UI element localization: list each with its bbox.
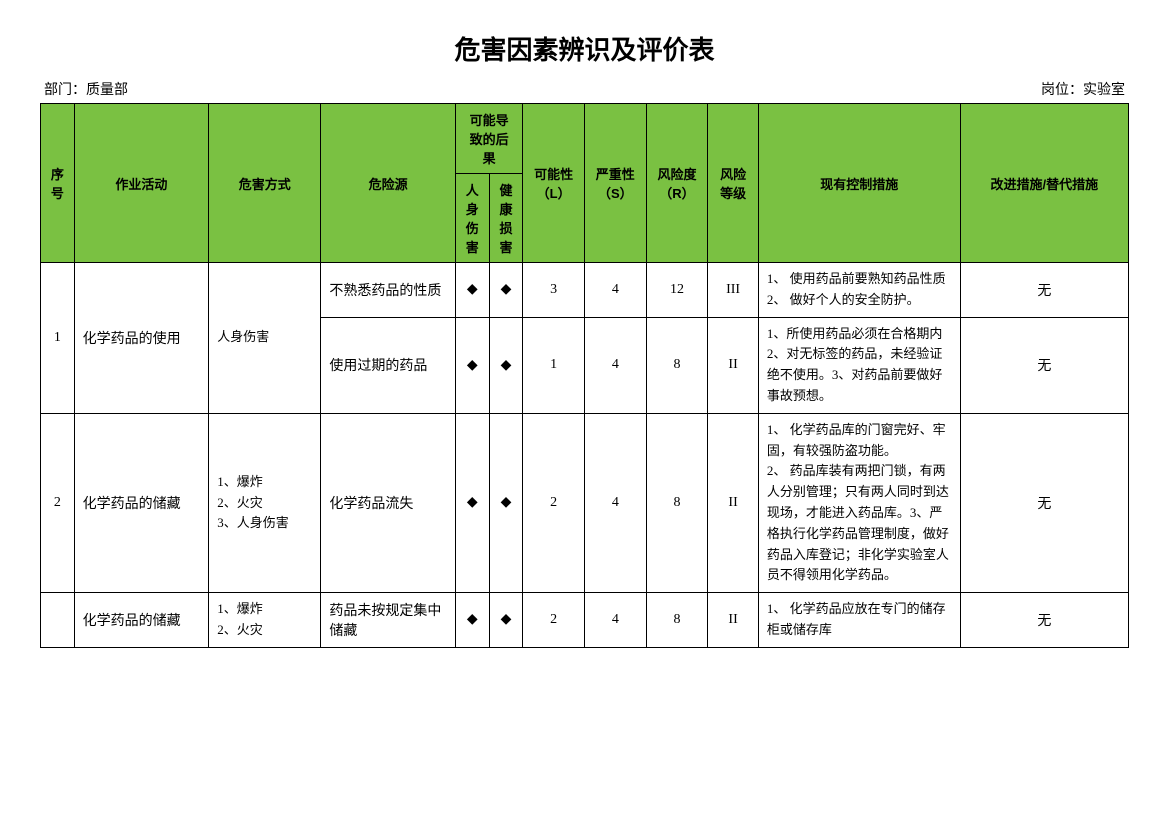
cell-control: 1、 化学药品库的门窗完好、牢固，有较强防盗功能。2、 药品库装有两把门锁，有两… [758,413,960,592]
cell-seq: 2 [41,413,75,592]
cell-r: 8 [646,413,708,592]
post-value: 实验室 [1083,83,1125,98]
page-title: 危害因素辨识及评价表 [40,30,1129,67]
th-consequence: 可能导致的后果 [455,104,522,174]
th-health: 健康损害 [489,174,523,263]
th-hazard-src: 危险源 [321,104,456,263]
cell-hazard-mode: 1、爆炸2、火灾 [209,593,321,648]
cell-s: 4 [584,317,646,413]
th-injury: 人身伤害 [455,174,489,263]
post-label: 岗位： [1041,83,1083,98]
cell-injury: ◆ [455,263,489,318]
cell-activity: 化学药品的储藏 [74,593,209,648]
cell-injury: ◆ [455,413,489,592]
cell-health: ◆ [489,413,523,592]
cell-health: ◆ [489,593,523,648]
dept-info: 部门：质量部 [44,79,128,99]
cell-l: 2 [523,413,585,592]
cell-injury: ◆ [455,593,489,648]
cell-level: II [708,593,758,648]
table-row: 1化学药品的使用人身伤害不熟悉药品的性质◆◆3412III1、 使用药品前要熟知… [41,263,1129,318]
th-possibility: 可能性（L） [523,104,585,263]
table-row: 2化学药品的储藏1、爆炸2、火灾3、人身伤害化学药品流失◆◆248II1、 化学… [41,413,1129,592]
meta-row: 部门：质量部 岗位：实验室 [40,79,1129,99]
cell-r: 12 [646,263,708,318]
cell-level: II [708,413,758,592]
th-improve: 改进措施/替代措施 [960,104,1128,263]
cell-level: II [708,317,758,413]
cell-activity: 化学药品的使用 [74,263,209,414]
cell-improve: 无 [960,263,1128,318]
cell-level: III [708,263,758,318]
cell-hazard-mode: 人身伤害 [209,263,321,414]
cell-r: 8 [646,317,708,413]
dept-label: 部门： [44,83,86,98]
cell-s: 4 [584,593,646,648]
cell-seq: 1 [41,263,75,414]
th-hazard-mode: 危害方式 [209,104,321,263]
cell-hazard-src: 不熟悉药品的性质 [321,263,456,318]
cell-control: 1、所使用药品必须在合格期内2、对无标签的药品，未经验证绝不使用。3、对药品前要… [758,317,960,413]
cell-improve: 无 [960,317,1128,413]
cell-l: 1 [523,317,585,413]
cell-health: ◆ [489,263,523,318]
th-level: 风险等级 [708,104,758,263]
cell-r: 8 [646,593,708,648]
hazard-table: 序号 作业活动 危害方式 危险源 可能导致的后果 可能性（L） 严重性（S） 风… [40,103,1129,648]
cell-hazard-mode: 1、爆炸2、火灾3、人身伤害 [209,413,321,592]
cell-s: 4 [584,413,646,592]
cell-injury: ◆ [455,317,489,413]
th-activity: 作业活动 [74,104,209,263]
table-header: 序号 作业活动 危害方式 危险源 可能导致的后果 可能性（L） 严重性（S） 风… [41,104,1129,263]
cell-improve: 无 [960,593,1128,648]
th-control: 现有控制措施 [758,104,960,263]
cell-control: 1、 化学药品应放在专门的储存柜或储存库 [758,593,960,648]
cell-l: 3 [523,263,585,318]
cell-hazard-src: 药品未按规定集中储藏 [321,593,456,648]
cell-activity: 化学药品的储藏 [74,413,209,592]
cell-s: 4 [584,263,646,318]
th-risk: 风险度（R） [646,104,708,263]
cell-health: ◆ [489,317,523,413]
cell-hazard-src: 化学药品流失 [321,413,456,592]
dept-value: 质量部 [86,83,128,98]
table-row: 化学药品的储藏1、爆炸2、火灾药品未按规定集中储藏◆◆248II1、 化学药品应… [41,593,1129,648]
cell-control: 1、 使用药品前要熟知药品性质2、 做好个人的安全防护。 [758,263,960,318]
table-body: 1化学药品的使用人身伤害不熟悉药品的性质◆◆3412III1、 使用药品前要熟知… [41,263,1129,648]
th-seq: 序号 [41,104,75,263]
th-severity: 严重性（S） [584,104,646,263]
cell-seq [41,593,75,648]
cell-hazard-src: 使用过期的药品 [321,317,456,413]
cell-l: 2 [523,593,585,648]
cell-improve: 无 [960,413,1128,592]
post-info: 岗位：实验室 [1041,79,1125,99]
